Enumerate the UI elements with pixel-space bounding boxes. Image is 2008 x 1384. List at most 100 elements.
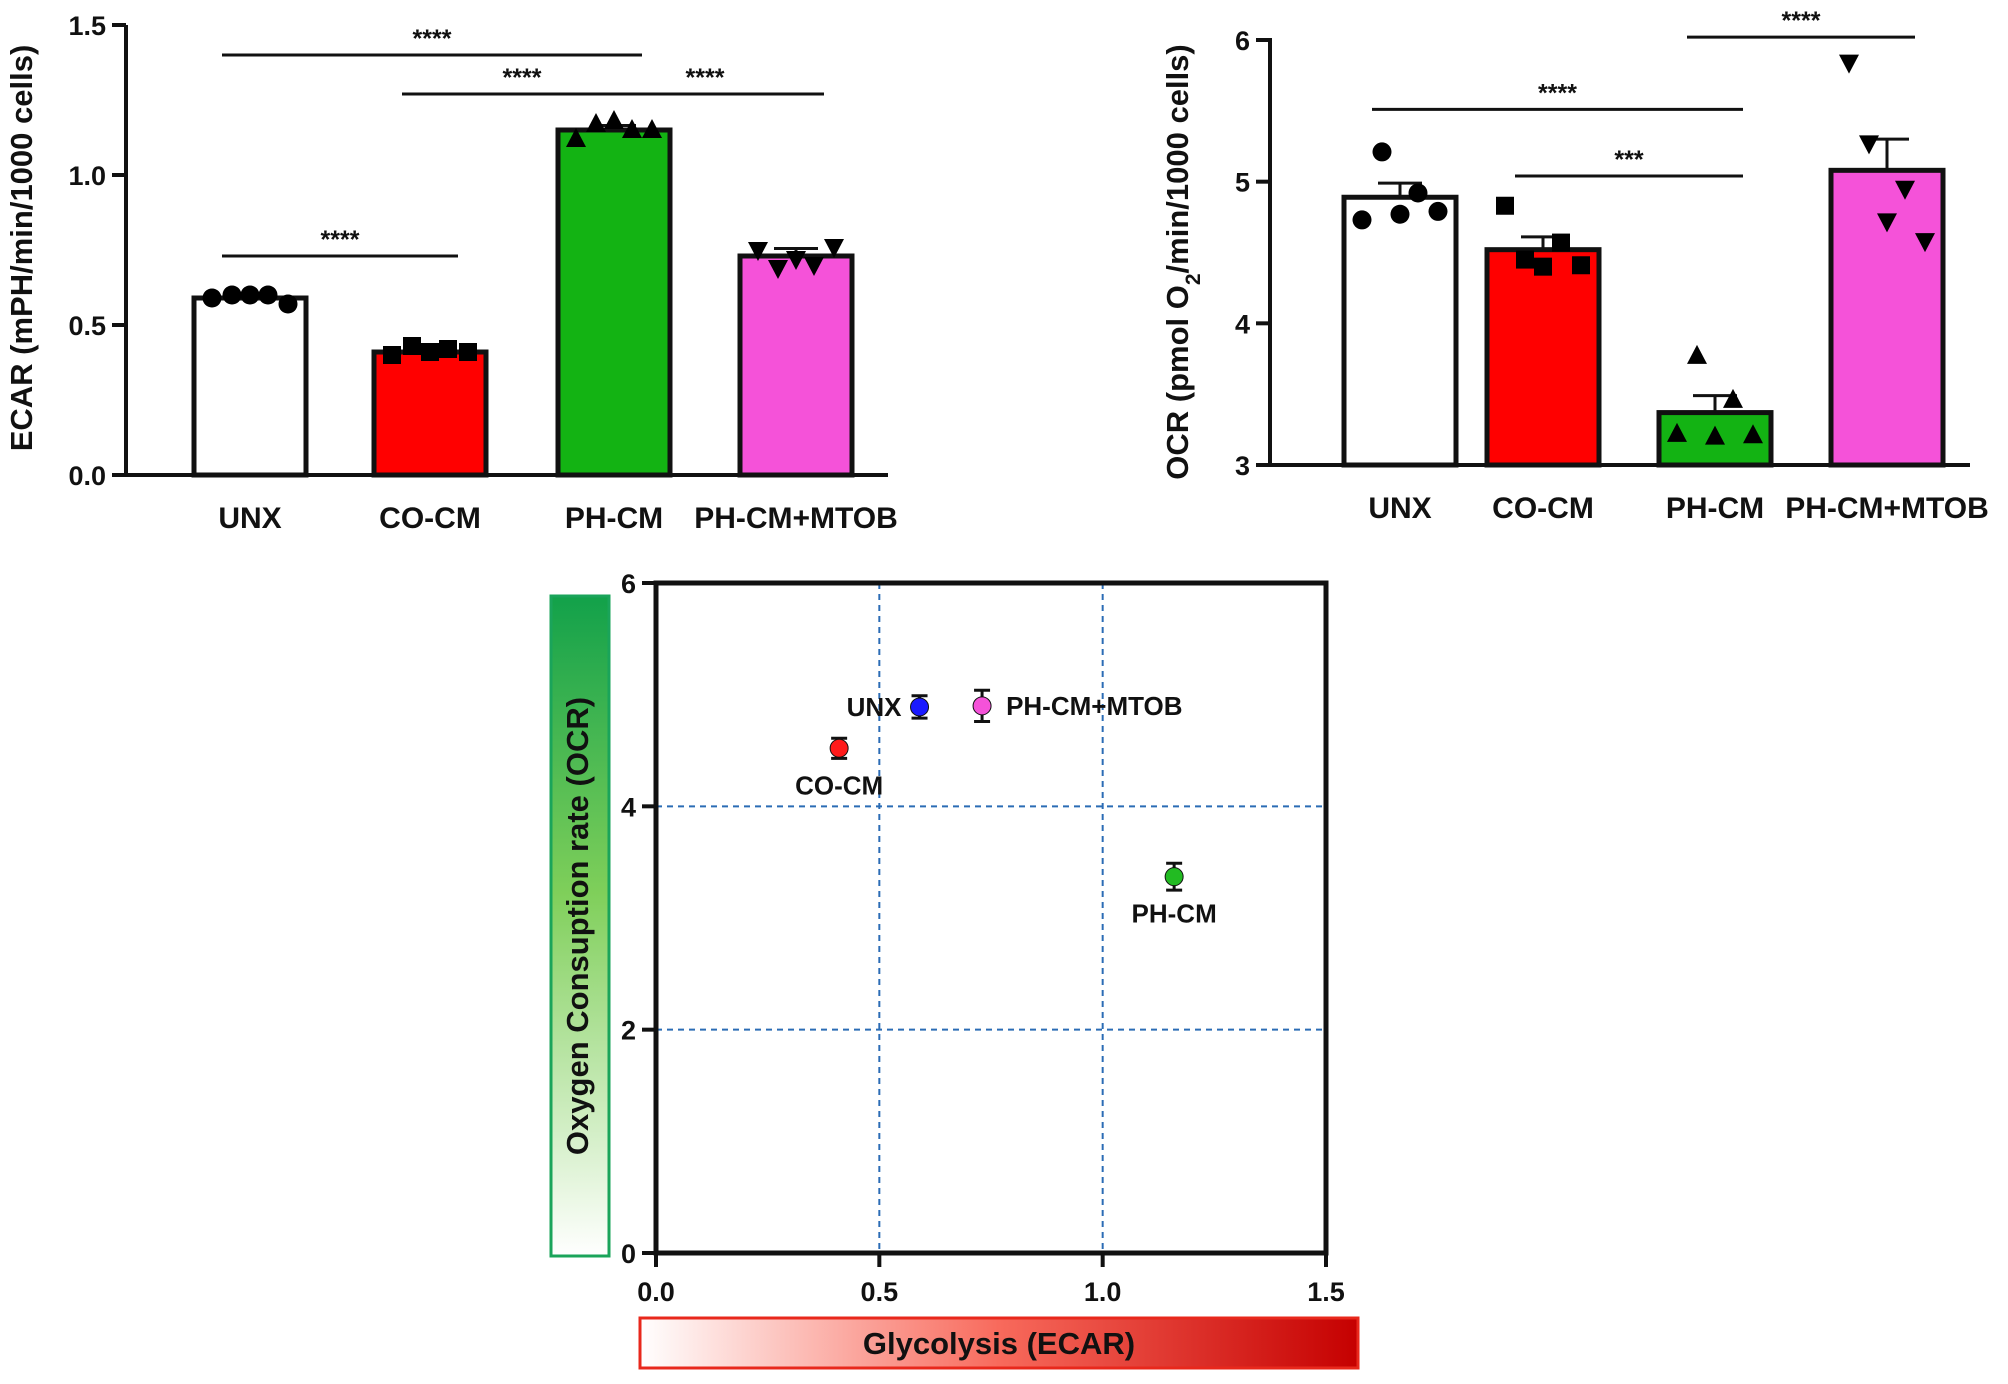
significance-stars: **** <box>686 64 725 92</box>
bar-unx <box>191 295 309 478</box>
map-grid <box>656 583 1326 1253</box>
data-point <box>1667 422 1687 442</box>
data-point <box>748 242 768 261</box>
category-label: CO-CM <box>379 502 481 535</box>
point-label: CO-CM <box>795 770 883 800</box>
ocr-significance: *********** <box>1372 7 1915 178</box>
map-ticks: 0.0 0.5 1.0 1.5 0 2 4 6 <box>621 569 1345 1307</box>
bar-co-cm <box>1484 247 1602 468</box>
data-point <box>1572 256 1590 275</box>
ecar-gradient-bar <box>638 1316 1360 1370</box>
ecar-significance: **** **** **** **** <box>222 25 824 258</box>
map-y-axis-label: Oxygen Consuption rate (OCR) <box>560 697 595 1155</box>
data-point <box>1372 142 1392 162</box>
significance-stars: **** <box>1538 79 1577 107</box>
data-point <box>622 119 642 138</box>
data-point <box>1534 257 1552 276</box>
map-plot-frame <box>653 580 1329 1256</box>
bar-unx <box>1341 194 1459 468</box>
y-tick-label: 4 <box>621 792 636 822</box>
energy-map-scatter: Oxygen Consuption rate (OCR) Glycolysis … <box>549 569 1360 1370</box>
significance-stars: **** <box>1782 7 1821 35</box>
ocr-y-ticks: 3 4 5 6 <box>1235 26 1270 481</box>
data-point <box>604 110 624 129</box>
category-label: UNX <box>218 502 281 535</box>
data-point <box>383 346 401 364</box>
data-point <box>1915 233 1935 253</box>
data-point <box>1687 344 1707 364</box>
y-tick-label: 5 <box>1235 168 1250 198</box>
map-x-axis-label: Glycolysis (ECAR) <box>863 1326 1135 1361</box>
data-point <box>1705 425 1725 445</box>
data-point <box>1390 204 1410 224</box>
y-tick-label: 6 <box>621 569 636 599</box>
data-point <box>1895 180 1915 200</box>
data-point <box>240 285 260 305</box>
data-point <box>642 119 662 138</box>
point-co-cm <box>829 738 849 758</box>
significance-stars: *** <box>1614 146 1643 174</box>
y-tick-label: 0 <box>621 1239 636 1269</box>
y-tick-label: 0.5 <box>68 311 106 341</box>
data-point <box>1352 210 1372 230</box>
data-point <box>586 113 606 132</box>
ecar-bar-chart: ECAR (mPH/min/1000 cells) 0.0 0.5 1.0 1.5 *… <box>4 11 898 535</box>
data-point <box>1408 183 1428 203</box>
ocr-points <box>1352 54 1935 445</box>
point-label: PH-CM <box>1132 899 1217 929</box>
category-label: CO-CM <box>1492 492 1594 525</box>
data-point <box>439 340 457 358</box>
data-point <box>222 285 242 305</box>
ecar-y-axis-label: ECAR (mPH/min/1000 cells) <box>4 45 39 452</box>
category-label: PH-CM <box>1666 492 1764 525</box>
ocr-y-axis-label: OCR (pmol O2/min/1000 cells) <box>1160 44 1205 479</box>
data-point <box>1516 250 1534 269</box>
significance-stars: **** <box>321 226 360 254</box>
y-tick-label: 4 <box>1235 309 1250 339</box>
data-point <box>202 288 222 308</box>
data-point <box>421 343 439 361</box>
bar-co-cm <box>371 349 489 478</box>
data-point <box>278 294 298 314</box>
point-ph-cm <box>1164 867 1184 887</box>
y-tick-label: 1.0 <box>68 161 106 191</box>
y-tick-label: 0.0 <box>68 461 106 491</box>
data-point <box>768 260 788 279</box>
ocr-bars <box>1341 137 1946 468</box>
ecar-category-labels: UNX CO-CM PH-CM PH-CM+MTOB <box>218 502 897 535</box>
x-tick-label: 0.5 <box>861 1277 899 1307</box>
point-label: UNX <box>847 692 903 722</box>
data-point <box>1496 196 1514 215</box>
category-label: PH-CM+MTOB <box>1785 492 1989 525</box>
bar-ph-cm-mtob <box>737 253 855 478</box>
category-label: PH-CM+MTOB <box>694 502 898 535</box>
point-unx <box>910 697 930 717</box>
category-label: UNX <box>1368 492 1431 525</box>
significance-stars: **** <box>413 25 452 53</box>
ecar-y-ticks: 0.0 0.5 1.0 1.5 <box>68 11 126 491</box>
x-tick-label: 1.5 <box>1307 1277 1345 1307</box>
y-tick-label: 2 <box>621 1016 636 1046</box>
ocr-gradient-bar <box>549 594 611 1258</box>
data-point <box>258 285 278 305</box>
data-point <box>1552 233 1570 252</box>
data-point <box>1839 54 1859 74</box>
data-point <box>403 337 421 355</box>
data-point <box>824 239 844 258</box>
data-point <box>786 251 806 270</box>
data-point <box>1877 213 1897 233</box>
bar-ph-cm <box>555 127 673 478</box>
point-ph-cm-mtob <box>972 696 992 716</box>
data-point <box>804 257 824 276</box>
data-point <box>1428 201 1448 221</box>
x-tick-label: 0.0 <box>637 1277 675 1307</box>
map-points: UNX CO-CM PH-CM PH-CM+MTOB <box>795 688 1217 929</box>
y-tick-label: 3 <box>1235 451 1250 481</box>
data-point <box>1859 135 1879 155</box>
y-tick-label: 1.5 <box>68 11 106 41</box>
significance-stars: **** <box>503 64 542 92</box>
category-label: PH-CM <box>565 502 663 535</box>
ocr-category-labels: UNX CO-CM PH-CM PH-CM+MTOB <box>1368 492 1988 525</box>
